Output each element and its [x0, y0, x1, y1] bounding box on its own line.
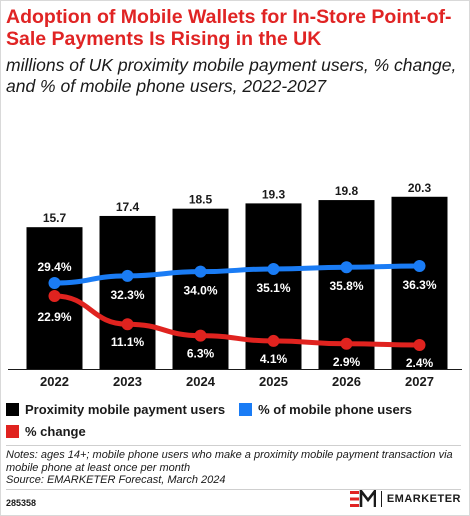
legend-swatch-share: [239, 402, 253, 416]
legend-label-share: % of mobile phone users: [258, 401, 412, 417]
brand-name: EMARKETER: [386, 493, 461, 505]
change-data-label: 11.1%: [111, 335, 145, 349]
legend-item-change: % change: [6, 424, 86, 439]
em-logo-icon: [349, 490, 376, 507]
share-point: [413, 260, 426, 272]
x-tick-label: 2027: [405, 374, 434, 389]
notes-block: Notes: ages 14+; mobile phone users who …: [6, 449, 464, 487]
share-point: [267, 262, 280, 275]
share-point: [194, 265, 207, 278]
bar: [172, 208, 229, 369]
bar-value-label: 17.4: [116, 200, 140, 214]
share-point: [48, 277, 61, 289]
change-point: [413, 339, 426, 351]
legend-item-users: Proximity mobile payment users: [6, 402, 225, 417]
change-point: [340, 337, 353, 350]
bar: [99, 215, 156, 369]
legend-swatch-users: [6, 402, 19, 416]
share-point: [340, 261, 353, 274]
legend-label-users: Proximity mobile payment users: [25, 401, 226, 417]
bar-value-label: 20.3: [408, 181, 432, 195]
notes-divider: [6, 445, 461, 446]
bar-value-label: 15.7: [43, 211, 67, 225]
change-point: [267, 334, 280, 347]
legend-swatch-change: [6, 424, 19, 438]
x-tick-label: 2023: [113, 374, 142, 389]
source-text: Source: EMARKETER Forecast, March 2024: [6, 474, 226, 486]
change-data-label: 2.4%: [406, 356, 434, 370]
share-data-label: 32.3%: [110, 288, 144, 302]
x-tick-label: 2025: [259, 374, 288, 389]
share-data-label: 35.8%: [329, 279, 363, 293]
bar-value-label: 19.3: [262, 187, 286, 201]
legend-item-share: % of mobile phone users: [239, 402, 412, 417]
emarketer-logo: EMARKETER: [349, 490, 461, 508]
x-tick-label: 2024: [186, 374, 216, 389]
change-point: [48, 290, 61, 302]
logo-separator: [380, 491, 382, 507]
share-data-label: 29.4%: [37, 260, 71, 274]
chart-title: Adoption of Mobile Wallets for In-Store …: [6, 6, 452, 50]
change-data-label: 22.9%: [37, 310, 71, 324]
change-data-label: 2.9%: [333, 355, 361, 369]
change-point: [194, 329, 207, 342]
legend: Proximity mobile payment users % of mobi…: [6, 398, 461, 442]
x-tick-label: 2022: [40, 374, 69, 389]
share-data-label: 36.3%: [402, 278, 436, 292]
bar-value-label: 19.8: [335, 184, 359, 198]
change-point: [121, 318, 134, 331]
share-data-label: 35.1%: [256, 281, 290, 295]
legend-label-change: % change: [25, 423, 86, 439]
chart-subtitle: millions of UK proximity mobile payment …: [6, 55, 457, 96]
bar-value-label: 18.5: [189, 193, 213, 207]
x-tick-label: 2026: [332, 374, 361, 389]
chart-id: 285358: [6, 498, 37, 508]
share-line: [52, 263, 422, 286]
share-data-label: 34.0%: [183, 284, 217, 298]
combo-chart: 15.7 17.4 18.5 19.3 19.8 20.3 2022 2023 2024 2025…: [8, 181, 462, 389]
footer-divider: [6, 489, 461, 490]
share-point: [121, 269, 134, 282]
notes-text: Notes: ages 14+; mobile phone users who …: [6, 449, 453, 474]
change-data-label: 6.3%: [187, 347, 215, 361]
change-data-label: 4.1%: [260, 352, 288, 366]
